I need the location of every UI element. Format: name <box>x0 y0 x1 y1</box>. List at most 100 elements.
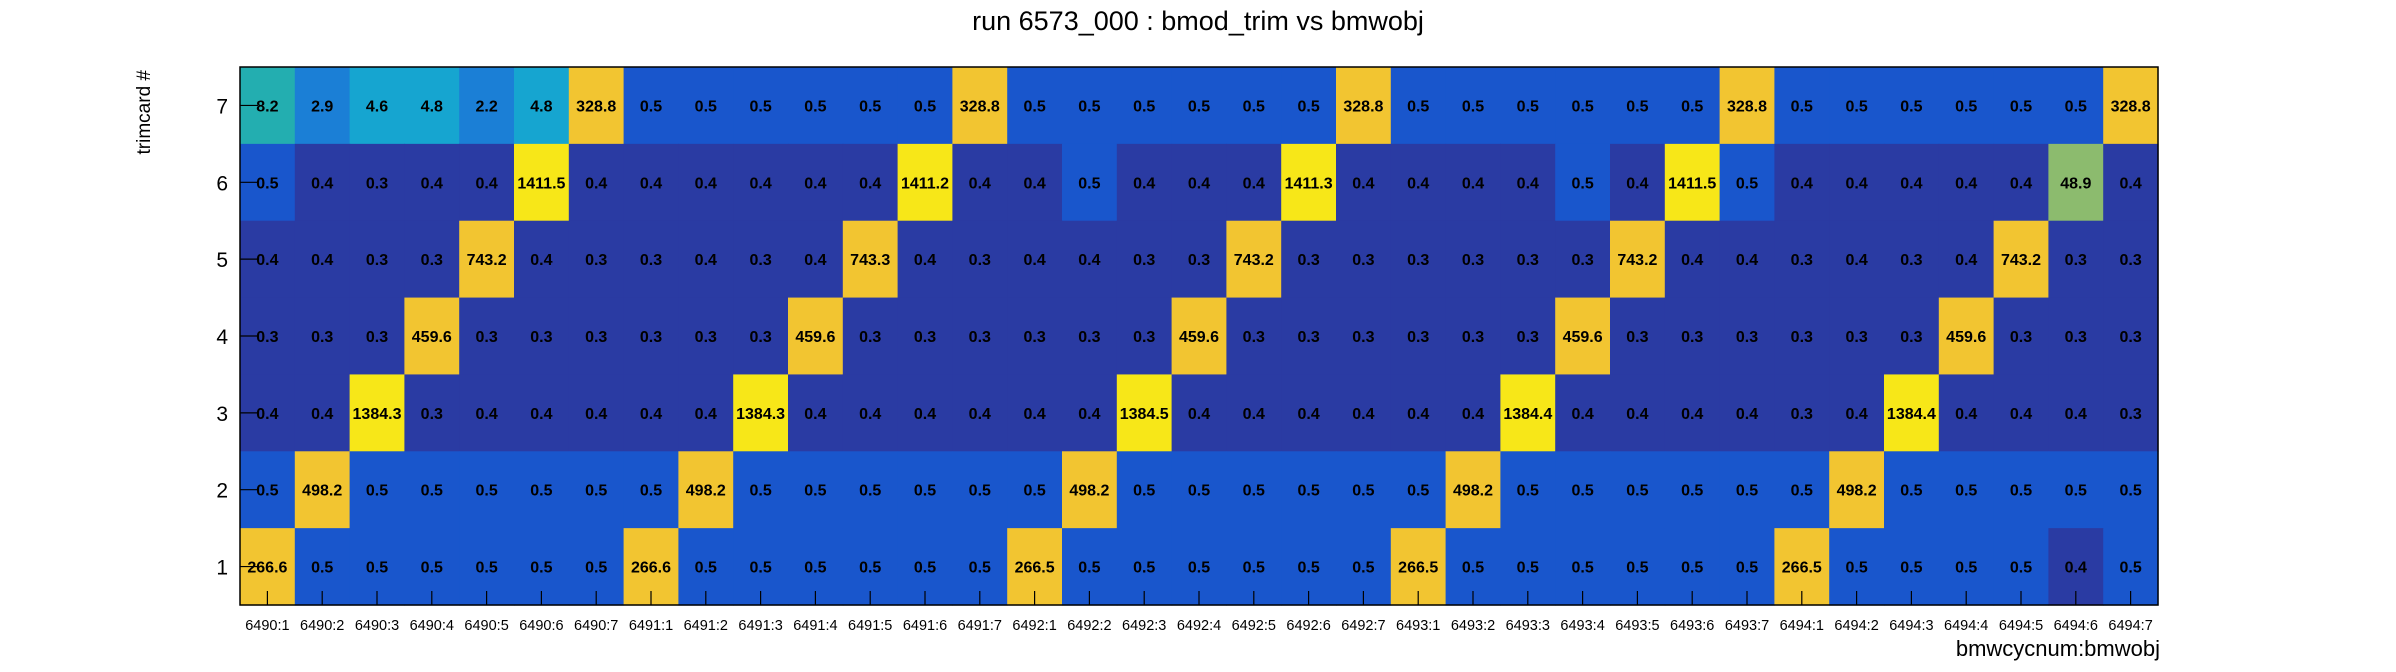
heatmap-cell <box>897 297 953 376</box>
heatmap-cell <box>2048 220 2104 299</box>
heatmap-cell <box>1007 67 1063 145</box>
y-tick-label: 6 <box>216 172 228 195</box>
heatmap-cell <box>2103 143 2159 222</box>
cell-value-label: 0.4 <box>2010 175 2032 192</box>
cell-value-label: 0.5 <box>421 483 443 500</box>
cell-value-label: 4.6 <box>366 98 388 115</box>
cell-value-label: 0.5 <box>1462 560 1484 577</box>
heatmap-cell <box>1774 220 1830 299</box>
heatmap-cell <box>1445 451 1501 529</box>
heatmap-cell <box>842 374 899 452</box>
cell-value-label: 0.4 <box>859 175 881 192</box>
cell-value-label: 0.3 <box>749 329 771 346</box>
cell-value-label: 0.4 <box>1243 406 1265 423</box>
heatmap-cell <box>1938 143 1995 222</box>
cell-value-label: 0.3 <box>1736 329 1758 346</box>
x-tick-label: 6494:2 <box>1834 618 1878 634</box>
heatmap-cell <box>733 297 789 376</box>
heatmap-cell <box>1993 297 2049 376</box>
cell-value-label: 0.5 <box>2065 483 2087 500</box>
cell-value-label: 0.4 <box>640 175 662 192</box>
cell-value-label: 0.5 <box>1188 560 1210 577</box>
heatmap-cell <box>897 374 953 452</box>
x-tick-label: 6491:4 <box>793 618 837 634</box>
cell-value-label: 0.3 <box>2119 329 2141 346</box>
cell-value-label: 0.4 <box>859 406 881 423</box>
heatmap-cell <box>1062 143 1118 222</box>
x-tick-label: 6493:7 <box>1725 618 1769 634</box>
heatmap-cell <box>2103 297 2159 376</box>
cell-value-label: 266.6 <box>631 560 671 577</box>
heatmap-cell <box>568 67 625 145</box>
cell-value-label: 0.5 <box>859 483 881 500</box>
cell-value-label: 1384.4 <box>1887 406 1936 423</box>
cell-value-label: 328.8 <box>576 98 616 115</box>
heatmap-cell <box>404 297 460 376</box>
heatmap-cell <box>1555 67 1611 145</box>
heatmap-cell <box>349 451 405 529</box>
cell-value-label: 0.5 <box>914 560 936 577</box>
cell-value-label: 266.5 <box>1015 560 1055 577</box>
cell-value-label: 0.4 <box>1023 252 1045 269</box>
cell-value-label: 743.2 <box>2001 252 2041 269</box>
cell-value-label: 0.5 <box>1407 98 1429 115</box>
cell-value-label: 0.5 <box>1078 175 1100 192</box>
x-tick-label: 6490:6 <box>519 618 563 634</box>
heatmap-cell <box>1719 451 1775 529</box>
heatmap-cell <box>1829 220 1885 299</box>
heatmap-cell <box>349 297 405 376</box>
heatmap-cell <box>678 67 734 145</box>
cell-value-label: 0.5 <box>256 483 278 500</box>
cell-value-label: 0.4 <box>1407 175 1429 192</box>
heatmap-cell <box>568 143 625 222</box>
x-tick-label: 6492:3 <box>1122 618 1166 634</box>
cell-value-label: 0.5 <box>640 98 662 115</box>
cell-value-label: 0.3 <box>421 406 443 423</box>
cell-value-label: 0.5 <box>1900 560 1922 577</box>
cell-value-label: 0.3 <box>640 252 662 269</box>
cell-value-label: 0.4 <box>1297 406 1319 423</box>
heatmap-cell <box>1116 67 1173 145</box>
cell-value-label: 0.4 <box>804 252 826 269</box>
cell-value-label: 0.3 <box>2119 406 2141 423</box>
x-tick-label: 6493:1 <box>1396 618 1440 634</box>
x-tick-label: 6491:1 <box>629 618 673 634</box>
heatmap-cell <box>1336 143 1392 222</box>
cell-value-label: 0.5 <box>749 483 771 500</box>
cell-value-label: 0.5 <box>1133 560 1155 577</box>
heatmap-cell <box>1390 67 1447 145</box>
cell-value-label: 0.5 <box>1078 98 1100 115</box>
heatmap-cell <box>1226 143 1282 222</box>
heatmap-cell <box>1062 67 1118 145</box>
x-tick-label: 6493:4 <box>1560 618 1604 634</box>
heatmap-cell <box>1281 143 1337 222</box>
heatmap-cell <box>1884 374 1940 452</box>
heatmap-cell <box>1281 297 1337 376</box>
heatmap-cell <box>1938 374 1995 452</box>
heatmap-cell <box>1993 374 2049 452</box>
cell-value-label: 0.4 <box>1736 406 1758 423</box>
heatmap-cell <box>1445 67 1501 145</box>
heatmap-cell <box>1445 143 1501 222</box>
cell-value-label: 0.5 <box>1955 560 1977 577</box>
cell-value-label: 0.5 <box>695 560 717 577</box>
cell-value-label: 0.4 <box>1023 175 1045 192</box>
cell-value-label: 459.6 <box>1563 329 1603 346</box>
cell-value-label: 0.5 <box>1297 560 1319 577</box>
heatmap-cell <box>842 67 899 145</box>
heatmap-cell <box>1390 297 1447 376</box>
cell-value-label: 0.3 <box>695 329 717 346</box>
cell-value-label: 1411.3 <box>1285 175 1333 192</box>
cell-value-label: 0.5 <box>1626 560 1648 577</box>
cell-value-label: 0.4 <box>1955 406 1977 423</box>
heatmap-cell <box>1171 67 1227 145</box>
cell-value-label: 0.5 <box>914 98 936 115</box>
cell-value-label: 0.4 <box>1078 252 1100 269</box>
cell-value-label: 0.4 <box>914 406 936 423</box>
heatmap-cell <box>1336 67 1392 145</box>
axes: 6490:1 6490:2 6490:3 6490:4 6490:5 6490:6 6490… <box>216 66 2159 634</box>
heatmap-cell <box>1664 451 1721 529</box>
cell-value-label: 0.4 <box>311 175 333 192</box>
cell-value-label: 498.2 <box>1837 483 1877 500</box>
heatmap-cell <box>1938 451 1995 529</box>
